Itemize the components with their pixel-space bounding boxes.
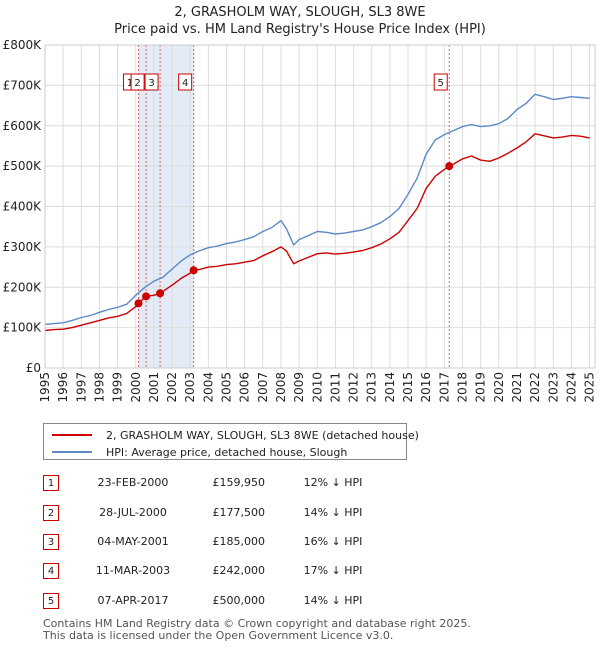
sale-number: 3: [43, 534, 59, 550]
footer-copyright: Contains HM Land Registry data © Crown c…: [43, 617, 471, 630]
sale-number: 2: [43, 505, 59, 521]
sale-price: £185,000: [212, 535, 266, 548]
y-tick-label: £800K: [3, 38, 43, 52]
sale-number: 1: [43, 475, 59, 491]
x-tick-label: 2012: [347, 372, 361, 403]
x-tick-label: 2015: [401, 372, 415, 403]
sale-date: 07-APR-2017: [97, 594, 169, 607]
sale-label-number: 3: [148, 78, 154, 89]
sale-row: 2 28-JUL-2000 £177,500 14% ↓ HPI: [43, 504, 463, 524]
sale-hpi-delta: 14% ↓ HPI: [303, 594, 363, 607]
x-tick-label: 2009: [292, 372, 306, 403]
sale-point: [156, 289, 165, 298]
x-tick-label: 2006: [238, 372, 252, 403]
legend-item-property: 2, GRASHOLM WAY, SLOUGH, SL3 8WE (detach…: [52, 427, 419, 443]
x-tick-label: 2011: [328, 372, 342, 403]
y-tick-label: £600K: [3, 119, 43, 133]
x-tick-label: 2021: [510, 372, 524, 403]
sale-hpi-delta: 16% ↓ HPI: [303, 535, 363, 548]
legend: 2, GRASHOLM WAY, SLOUGH, SL3 8WE (detach…: [43, 423, 419, 460]
x-tick-label: 2000: [129, 372, 143, 403]
x-tick-label: 1997: [74, 372, 88, 403]
x-tick-label: 1995: [38, 372, 52, 403]
x-tick-label: 2010: [310, 372, 324, 403]
x-tick-label: 2022: [528, 372, 542, 403]
x-tick-label: 2002: [165, 372, 179, 403]
y-tick-label: £100K: [3, 321, 43, 335]
sale-price: £242,000: [212, 564, 266, 577]
legend-swatch-property: [52, 434, 92, 436]
sale-row: 3 04-MAY-2001 £185,000 16% ↓ HPI: [43, 533, 463, 553]
x-tick-label: 2019: [474, 372, 488, 403]
hpi-line: [44, 93, 590, 326]
sale-date: 04-MAY-2001: [97, 535, 169, 548]
plot-frame: [44, 44, 596, 369]
sale-label-number: 1: [127, 78, 133, 89]
x-tick-label: 2017: [437, 372, 451, 403]
sale-price: £177,500: [212, 506, 266, 519]
chart-title: 2, GRASHOLM WAY, SLOUGH, SL3 8WE: [174, 5, 425, 20]
x-tick-label: 1996: [56, 372, 70, 403]
x-tick-label: 2016: [419, 372, 433, 403]
x-tick-label: 2003: [183, 372, 197, 403]
sale-hpi-delta: 12% ↓ HPI: [303, 476, 363, 489]
sale-row: 4 11-MAR-2003 £242,000 17% ↓ HPI: [43, 562, 463, 582]
chart-subtitle: Price paid vs. HM Land Registry's House …: [114, 22, 486, 37]
x-tick-label: 2007: [256, 372, 270, 403]
sale-label-box: [130, 73, 145, 91]
x-tick-label: 1998: [92, 372, 106, 403]
y-tick-label: £700K: [3, 78, 43, 92]
sale-row: 1 23-FEB-2000 £159,950 12% ↓ HPI: [43, 474, 463, 494]
x-tick-label: 2025: [583, 372, 597, 403]
sale-label-box: [144, 73, 159, 91]
sale-label-number: 2: [134, 78, 140, 89]
sale-point: [142, 292, 151, 301]
y-tick-label: £0: [26, 361, 41, 375]
sale-label-number: 5: [438, 78, 444, 89]
y-tick-label: £400K: [3, 200, 43, 214]
x-tick-label: 2013: [365, 372, 379, 403]
x-tick-label: 2024: [564, 372, 578, 403]
sale-hpi-delta: 14% ↓ HPI: [303, 506, 363, 519]
x-tick-label: 2001: [147, 372, 161, 403]
sale-date: 11-MAR-2003: [95, 564, 171, 577]
legend-item-hpi: HPI: Average price, detached house, Slou…: [52, 444, 347, 460]
legend-label-property: 2, GRASHOLM WAY, SLOUGH, SL3 8WE (detach…: [106, 428, 419, 442]
price-chart: 2, GRASHOLM WAY, SLOUGH, SL3 8WE Price p…: [3, 5, 597, 403]
sale-label-box: [433, 73, 448, 91]
x-tick-label: 2023: [546, 372, 560, 403]
footer: Contains HM Land Registry data © Crown c…: [43, 618, 471, 642]
sale-date: 28-JUL-2000: [99, 506, 167, 519]
y-tick-label: £500K: [3, 159, 43, 173]
sale-label-number: 4: [182, 78, 188, 89]
sale-price: £500,000: [212, 594, 266, 607]
x-tick-label: 2005: [220, 372, 234, 403]
sale-number: 5: [43, 593, 59, 609]
x-tick-label: 2018: [455, 372, 469, 403]
sale-point: [445, 162, 454, 171]
sale-date: 23-FEB-2000: [97, 476, 169, 489]
x-tick-label: 2020: [492, 372, 506, 403]
legend-label-hpi: HPI: Average price, detached house, Slou…: [106, 445, 348, 459]
y-tick-label: £200K: [3, 280, 43, 294]
footer-license: This data is licensed under the Open Gov…: [43, 629, 394, 642]
legend-swatch-hpi: [52, 451, 92, 453]
sale-hpi-delta: 17% ↓ HPI: [303, 564, 363, 577]
sale-label-box: [178, 73, 193, 91]
sale-price: £159,950: [212, 476, 266, 489]
x-tick-label: 2014: [383, 372, 397, 403]
y-tick-label: £300K: [3, 240, 43, 254]
sale-point: [134, 299, 143, 308]
sale-point: [189, 266, 198, 275]
sale-number: 4: [43, 563, 59, 579]
x-tick-label: 2008: [274, 372, 288, 403]
x-tick-label: 2004: [201, 372, 215, 403]
x-tick-label: 1999: [111, 372, 125, 403]
sale-row: 5 07-APR-2017 £500,000 14% ↓ HPI: [43, 592, 463, 612]
